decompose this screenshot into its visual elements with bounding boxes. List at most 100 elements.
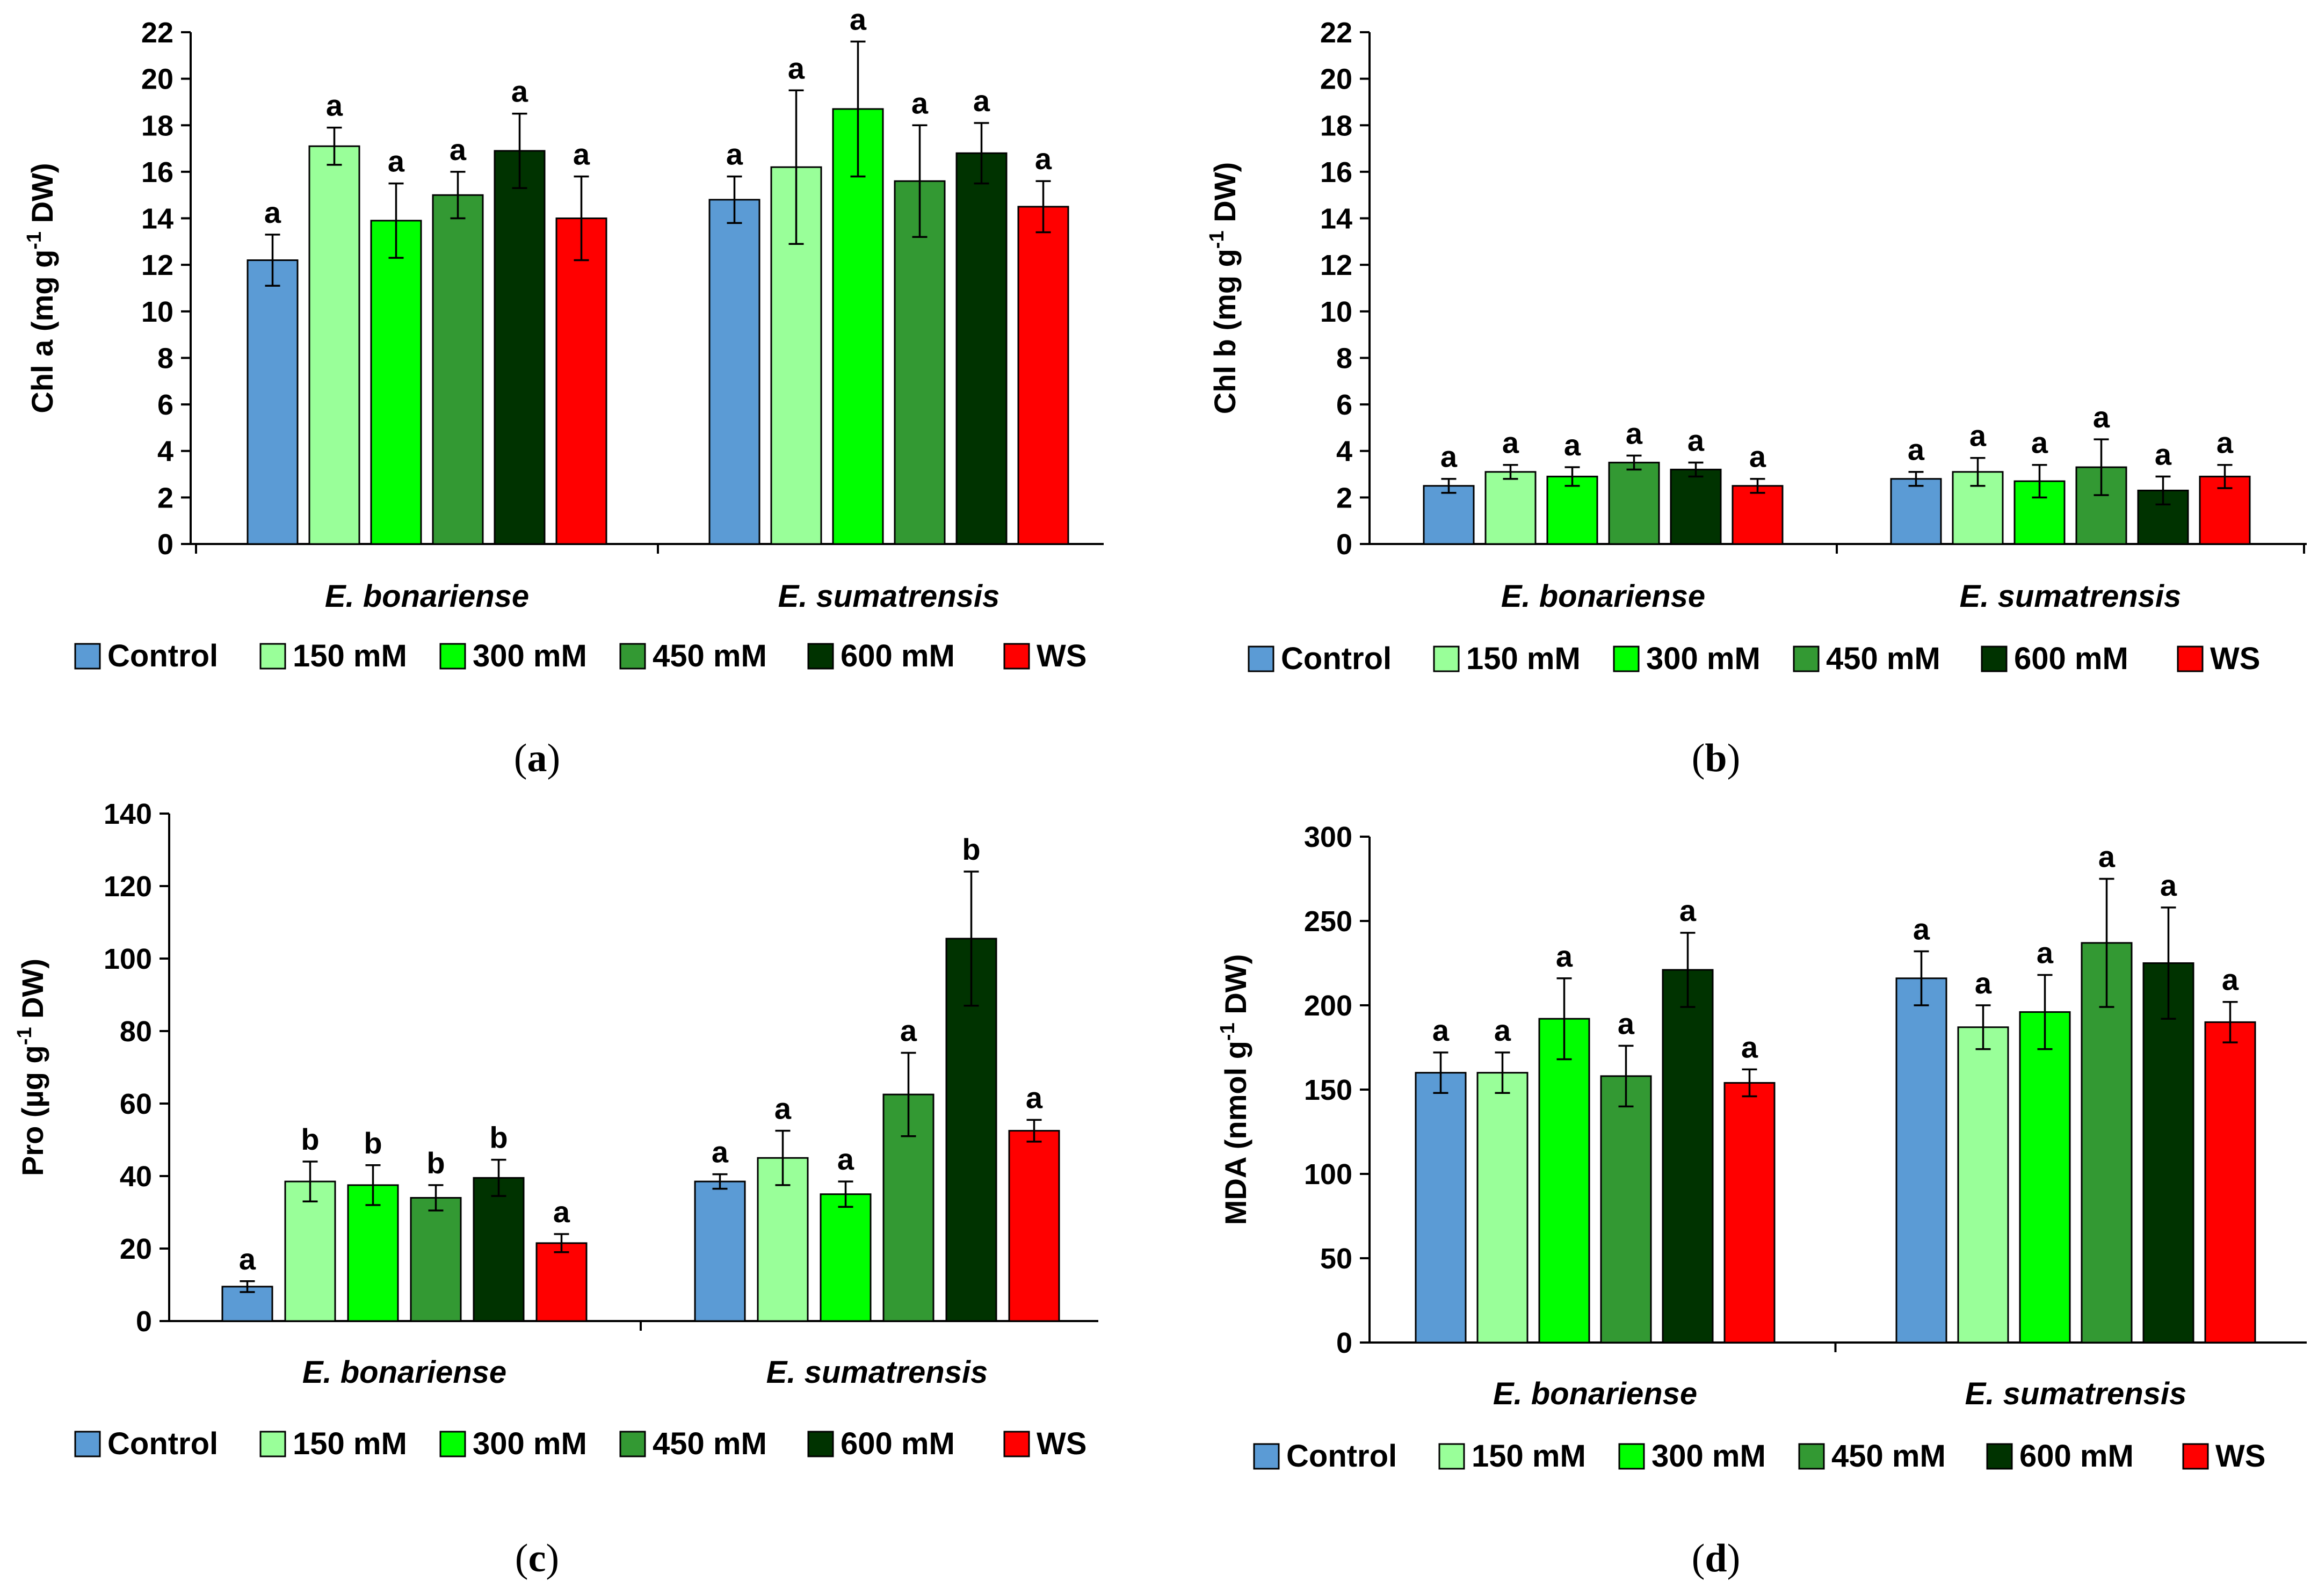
bar xyxy=(2142,962,2194,1344)
panel-a-y-tick-label: 14 xyxy=(141,203,173,235)
bar xyxy=(432,194,484,545)
panel-a-y-axis-label: Chl a (mg g-1 DW) xyxy=(23,163,59,413)
significance-letter: b xyxy=(301,1122,319,1156)
panel-a-y-tick-label: 18 xyxy=(141,110,173,142)
bar xyxy=(410,1197,462,1322)
panel-b-legend-swatch xyxy=(1793,645,1820,672)
significance-letter: b xyxy=(426,1146,445,1180)
bar xyxy=(1670,468,1722,545)
panel-a-legend-label: 150 mM xyxy=(293,639,407,673)
panel-d-y-axis-label: MDA (nmol g-1 DW) xyxy=(1216,954,1252,1225)
panel-a-y-tick-label: 16 xyxy=(141,156,173,188)
panel-label-d: (d) xyxy=(1691,1536,1741,1580)
panel-c-legend-label: Control xyxy=(107,1426,218,1461)
significance-letter: b xyxy=(962,832,980,866)
significance-letter: a xyxy=(239,1242,256,1276)
panel-a-y-tick-label: 2 xyxy=(157,482,173,514)
bar xyxy=(2204,1021,2256,1344)
category-label: E. sumatrensis xyxy=(778,579,1000,614)
panel-b-y-axis-label: Chl b (mg g-1 DW) xyxy=(1206,162,1242,414)
significance-letter: a xyxy=(788,51,805,85)
panel-b-legend-label: 600 mM xyxy=(2014,641,2128,676)
panel-c-legend-swatch xyxy=(807,1431,834,1457)
significance-letter: a xyxy=(911,86,929,120)
panel-d-y-tick-label: 50 xyxy=(1320,1243,1352,1275)
panel-b-legend-swatch xyxy=(1981,645,2008,672)
panel-b-y-tick-label: 14 xyxy=(1320,203,1352,235)
panel-c-y-tick-label: 0 xyxy=(136,1305,152,1338)
panel-b-y-tick-label: 0 xyxy=(1336,528,1352,561)
panel-b-y-tick-label: 22 xyxy=(1320,17,1352,49)
significance-letter: a xyxy=(726,137,743,171)
bar xyxy=(2019,1011,2071,1344)
significance-letter: a xyxy=(553,1195,570,1229)
panel-b-y-tick-label: 6 xyxy=(1336,389,1352,421)
panel-a-legend-label: 450 mM xyxy=(653,639,767,673)
significance-letter: a xyxy=(837,1142,854,1176)
panel-a-legend-swatch xyxy=(1003,643,1030,670)
bar xyxy=(494,150,546,545)
significance-letter: a xyxy=(1494,1013,1511,1047)
significance-letter: b xyxy=(489,1121,508,1155)
panel-d-legend-label: WS xyxy=(2215,1439,2265,1474)
panel-d-legend-label: 450 mM xyxy=(1831,1439,1946,1474)
panel-d-legend-swatch xyxy=(1986,1443,2013,1470)
panel-label-a: (a) xyxy=(513,736,561,780)
bar xyxy=(694,1180,746,1322)
bar xyxy=(473,1177,525,1322)
panel-d-legend-swatch xyxy=(1253,1443,1280,1470)
panel-d-legend-swatch xyxy=(1618,1443,1645,1470)
panel-d-legend-swatch xyxy=(1438,1443,1465,1470)
panel-b-legend-swatch xyxy=(1433,645,1460,672)
panel-b-legend-label: Control xyxy=(1281,641,1392,676)
bar xyxy=(284,1180,336,1322)
panel-c-legend-label: 450 mM xyxy=(653,1426,767,1461)
category-label: E. bonariense xyxy=(1501,579,1705,614)
panel-a-legend-label: Control xyxy=(107,639,218,673)
bar xyxy=(1546,475,1598,545)
significance-letter: a xyxy=(388,144,405,178)
panel-d-y-tick-label: 200 xyxy=(1304,990,1352,1022)
significance-letter: a xyxy=(1969,419,1987,453)
significance-letter: a xyxy=(1749,440,1766,474)
panel-d-y-tick-label: 300 xyxy=(1304,821,1352,853)
significance-letter: a xyxy=(1626,416,1643,450)
bar xyxy=(894,180,946,545)
significance-letter: a xyxy=(2098,840,2116,874)
panel-c-legend-label: WS xyxy=(1037,1426,1086,1461)
panel-label-c: (c) xyxy=(515,1536,560,1580)
category-label: E. sumatrensis xyxy=(1965,1376,2187,1411)
bar xyxy=(1890,478,1942,545)
panel-d-y-tick-label: 150 xyxy=(1304,1074,1352,1106)
panel-c-y-tick-label: 60 xyxy=(120,1088,152,1120)
panel-d-legend-label: Control xyxy=(1286,1439,1397,1474)
bar xyxy=(1600,1075,1652,1344)
category-label: E. bonariense xyxy=(325,579,529,614)
significance-letter: a xyxy=(1741,1030,1758,1064)
significance-letter: a xyxy=(264,195,281,229)
panel-a-legend-swatch xyxy=(259,643,286,670)
panel-c-legend-label: 600 mM xyxy=(841,1426,955,1461)
panel-a-y-tick-label: 6 xyxy=(157,389,173,421)
bar xyxy=(2081,942,2133,1344)
bar xyxy=(1423,485,1475,545)
significance-letter: a xyxy=(2222,963,2239,997)
panel-c-legend-swatch xyxy=(619,1431,646,1457)
bar xyxy=(247,259,299,545)
bar xyxy=(832,108,884,545)
panel-c-legend-label: 300 mM xyxy=(473,1426,587,1461)
significance-letter: a xyxy=(1975,966,1992,1000)
panel-a-y-tick-label: 4 xyxy=(157,436,173,468)
panel-d-legend-label: 300 mM xyxy=(1651,1439,1766,1474)
panel-c-y-tick-label: 40 xyxy=(120,1160,152,1193)
panel-c-y-tick-label: 100 xyxy=(104,943,152,975)
significance-letter: a xyxy=(1687,423,1705,457)
panel-c-legend-swatch xyxy=(1003,1431,1030,1457)
panel-b-legend-swatch xyxy=(1248,645,1274,672)
bar xyxy=(1662,969,1714,1344)
bar xyxy=(708,199,760,545)
panel-d-y-tick-label: 250 xyxy=(1304,905,1352,938)
bar xyxy=(1538,1018,1590,1344)
significance-letter: a xyxy=(1564,428,1581,462)
